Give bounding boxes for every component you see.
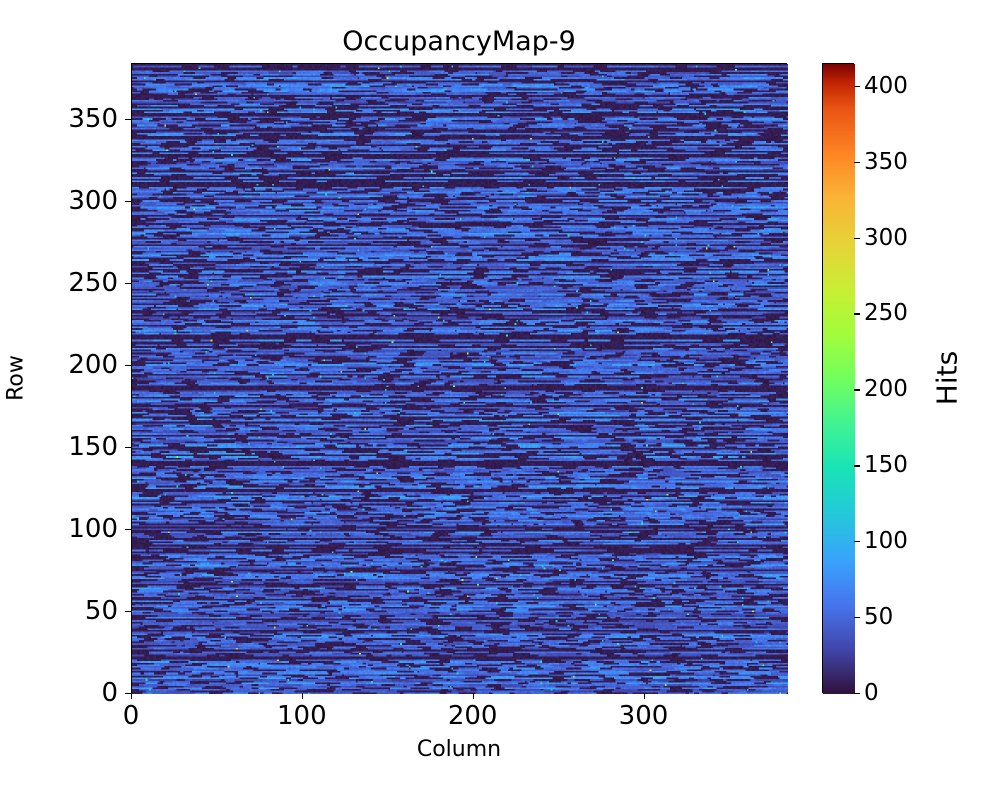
y-tick-label: 0	[101, 678, 118, 708]
y-axis-label: Row	[3, 355, 29, 401]
colorbar-tick-label: 350	[864, 148, 908, 175]
y-tick-label: 350	[68, 103, 118, 134]
colorbar-tick-mark	[854, 541, 860, 543]
x-axis-label: Column	[416, 737, 502, 762]
y-tick-mark	[125, 693, 131, 695]
colorbar-tick-mark	[854, 693, 860, 695]
colorbar-tick-mark	[854, 85, 860, 88]
x-tick-mark	[472, 693, 474, 699]
colorbar-tick-label: 200	[864, 376, 908, 403]
colorbar-gradient[interactable]	[823, 64, 855, 694]
y-tick-mark	[125, 200, 131, 203]
x-tick-label: 200	[447, 701, 498, 731]
colorbar-tick-mark	[854, 617, 860, 619]
x-tick-label: 300	[618, 701, 669, 731]
y-tick-mark	[125, 528, 131, 531]
x-tick-label: 100	[277, 701, 327, 731]
colorbar[interactable]	[822, 63, 855, 694]
x-tick-label: 0	[122, 701, 140, 731]
colorbar-tick-mark	[854, 161, 860, 163]
colorbar-tick-mark	[854, 237, 860, 239]
y-tick-label: 300	[68, 185, 118, 216]
y-tick-label: 150	[68, 431, 118, 462]
x-tick-mark	[301, 693, 304, 699]
y-tick-mark	[125, 118, 131, 121]
x-tick-mark	[643, 693, 645, 699]
y-tick-label: 100	[68, 513, 118, 544]
y-tick-label: 50	[84, 595, 118, 626]
colorbar-tick-mark	[854, 465, 860, 467]
colorbar-tick-label: 100	[864, 528, 908, 555]
colorbar-tick-mark	[854, 313, 860, 315]
colorbar-tick-label: 250	[864, 300, 908, 327]
y-tick-mark	[125, 282, 131, 285]
y-tick-mark	[125, 610, 131, 613]
y-tick-mark	[125, 446, 131, 449]
y-tick-mark	[125, 364, 131, 367]
y-tick-label: 250	[68, 267, 118, 298]
y-tick-label: 200	[68, 349, 118, 380]
colorbar-tick-label: 0	[864, 680, 879, 706]
heatmap-axes[interactable]	[131, 63, 788, 694]
colorbar-tick-label: 400	[864, 72, 908, 99]
colorbar-tick-label: 50	[864, 604, 894, 631]
colorbar-label: Hits	[930, 350, 964, 406]
colorbar-tick-label: 300	[864, 224, 908, 251]
page-title: OccupancyMap-9	[342, 26, 576, 57]
occupancy-heatmap[interactable]	[132, 64, 788, 694]
x-tick-mark	[131, 693, 133, 699]
colorbar-tick-mark	[854, 389, 860, 391]
colorbar-tick-label: 150	[864, 452, 908, 479]
